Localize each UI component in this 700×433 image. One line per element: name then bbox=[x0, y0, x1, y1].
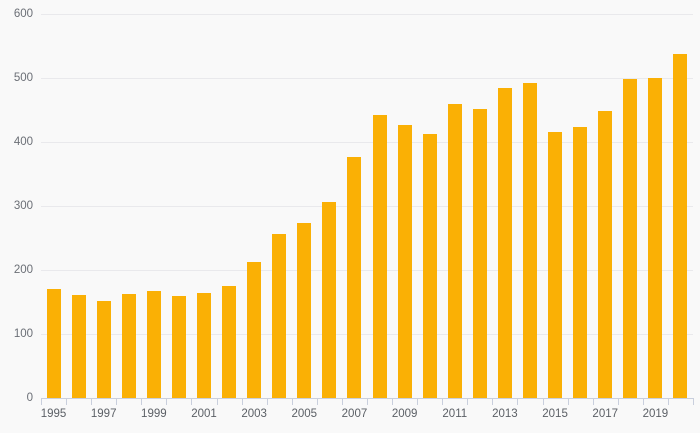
x-axis-line bbox=[41, 398, 694, 405]
y-tick-label: 400 bbox=[13, 136, 33, 148]
gridline-600 bbox=[41, 14, 693, 15]
x-tick-mark bbox=[191, 398, 192, 405]
x-tick-label-2011: 2011 bbox=[442, 408, 468, 420]
x-tick-mark bbox=[392, 398, 393, 405]
bar-2000[interactable] bbox=[171, 296, 186, 398]
x-tick-mark bbox=[242, 398, 243, 405]
bar-1995[interactable] bbox=[46, 289, 61, 398]
x-tick-label-1995: 1995 bbox=[40, 408, 67, 420]
gridline-300 bbox=[41, 206, 693, 207]
x-tick-mark bbox=[668, 398, 669, 405]
x-tick-mark bbox=[116, 398, 117, 405]
bar-2005[interactable] bbox=[297, 222, 312, 398]
x-tick-label-2015: 2015 bbox=[542, 408, 568, 420]
y-tick-label: 0 bbox=[26, 392, 33, 404]
bar-2003[interactable] bbox=[247, 261, 262, 398]
bar-2016[interactable] bbox=[573, 126, 588, 398]
x-tick-mark bbox=[267, 398, 268, 405]
bar-2012[interactable] bbox=[472, 108, 487, 398]
x-tick-label-1999: 1999 bbox=[141, 408, 167, 420]
x-tick-mark bbox=[141, 398, 142, 405]
bar-series bbox=[41, 14, 693, 398]
y-tick-label: 200 bbox=[13, 264, 33, 276]
bar-2020[interactable] bbox=[673, 53, 688, 398]
x-tick-mark bbox=[643, 398, 644, 405]
x-tick-mark bbox=[543, 398, 544, 405]
gridline-200 bbox=[41, 270, 693, 271]
x-tick-mark bbox=[367, 398, 368, 405]
x-tick-mark bbox=[693, 398, 694, 405]
x-tick-label-2003: 2003 bbox=[241, 408, 267, 420]
bar-1998[interactable] bbox=[121, 294, 136, 398]
x-tick-mark bbox=[492, 398, 493, 405]
x-tick-mark bbox=[517, 398, 518, 405]
x-tick-mark bbox=[568, 398, 569, 405]
plot-area bbox=[41, 14, 693, 399]
x-axis-labels: 1995 1997 1999 2001 2003 2005 2007 2009 2011 2013… bbox=[41, 398, 693, 428]
x-tick-label-2019: 2019 bbox=[642, 408, 669, 420]
x-tick-mark bbox=[91, 398, 92, 405]
gridline-400 bbox=[41, 142, 693, 143]
y-tick-label: 100 bbox=[13, 328, 33, 340]
x-tick-label-2009: 2009 bbox=[391, 408, 418, 420]
x-tick-label-2001: 2001 bbox=[191, 408, 217, 420]
x-tick-label-2007: 2007 bbox=[341, 408, 368, 420]
bar-2011[interactable] bbox=[447, 104, 462, 398]
gridline-100 bbox=[41, 334, 693, 335]
x-tick-mark bbox=[342, 398, 343, 405]
bar-2014[interactable] bbox=[523, 83, 537, 398]
bar-1999[interactable] bbox=[146, 291, 161, 398]
x-tick-mark bbox=[217, 398, 218, 405]
x-tick-mark bbox=[467, 398, 468, 405]
bar-2006[interactable] bbox=[322, 201, 337, 398]
x-tick-label-2005: 2005 bbox=[291, 408, 318, 420]
bar-2013[interactable] bbox=[497, 88, 512, 398]
bar-2001[interactable] bbox=[197, 293, 211, 398]
bar-2002[interactable] bbox=[222, 286, 237, 398]
x-tick-mark bbox=[618, 398, 619, 405]
x-tick-mark bbox=[166, 398, 167, 405]
x-tick-label-2017: 2017 bbox=[592, 408, 619, 420]
x-tick-mark bbox=[66, 398, 67, 405]
bar-2008[interactable] bbox=[372, 115, 387, 398]
y-tick-label: 300 bbox=[13, 200, 33, 212]
x-tick-mark bbox=[317, 398, 318, 405]
bar-2007[interactable] bbox=[347, 157, 362, 398]
bar-1997[interactable] bbox=[96, 300, 111, 398]
x-tick-mark bbox=[41, 398, 42, 405]
y-tick-label: 500 bbox=[13, 72, 33, 84]
bar-2019[interactable] bbox=[648, 78, 663, 398]
y-tick-label: 600 bbox=[13, 8, 33, 20]
x-tick-label-1997: 1997 bbox=[90, 408, 117, 420]
gridline-500 bbox=[41, 78, 693, 79]
bar-2004[interactable] bbox=[272, 233, 287, 398]
x-tick-mark bbox=[417, 398, 418, 405]
x-tick-mark bbox=[442, 398, 443, 405]
x-tick-mark bbox=[593, 398, 594, 405]
bar-2015[interactable] bbox=[548, 132, 563, 398]
x-tick-label-2013: 2013 bbox=[492, 408, 518, 420]
bar-2017[interactable] bbox=[598, 111, 613, 398]
bar-2009[interactable] bbox=[397, 124, 412, 398]
bar-2010[interactable] bbox=[422, 134, 437, 398]
bar-2018[interactable] bbox=[623, 78, 638, 398]
x-tick-mark bbox=[292, 398, 293, 405]
bar-1996[interactable] bbox=[71, 294, 86, 398]
